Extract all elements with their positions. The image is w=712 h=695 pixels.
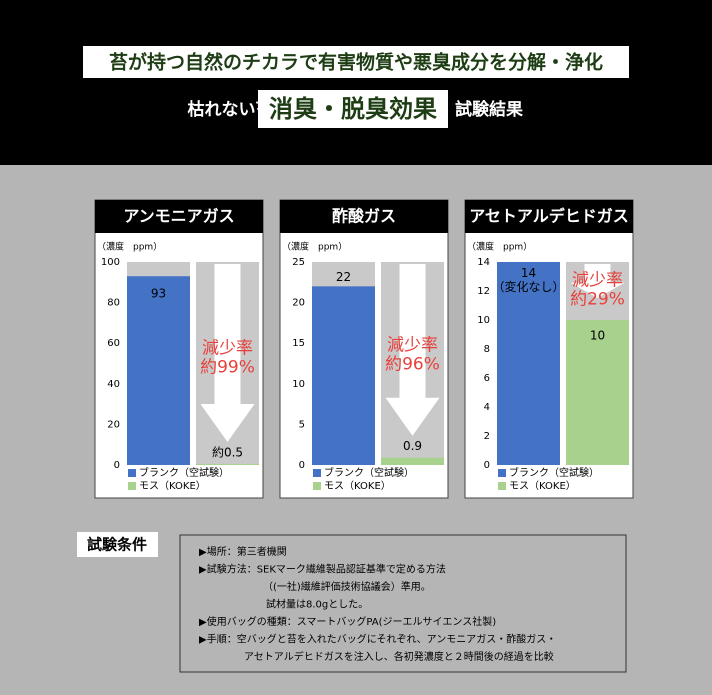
- condition-item: ▶場所：第三者機関: [199, 545, 287, 558]
- reduction-arrow: [200, 264, 255, 442]
- reduction-label: 減少率約99%: [200, 338, 255, 377]
- y-tick-label: 10: [292, 379, 305, 390]
- bar: [497, 262, 560, 465]
- legend-label: モス（KOKE）: [139, 480, 206, 492]
- y-tick-label: 5: [299, 419, 305, 430]
- y-tick-label: 0: [114, 460, 120, 471]
- y-tick-label: 10: [477, 315, 490, 326]
- panel-title: アセトアルデヒドガス: [469, 207, 629, 226]
- conditions-title: 試験条件: [87, 536, 147, 554]
- legend-swatch: [498, 482, 506, 490]
- legend-label: モス（KOKE）: [324, 480, 391, 492]
- legend-swatch: [128, 469, 136, 477]
- highlight-box: [258, 90, 448, 128]
- y-tick-label: 6: [484, 373, 490, 384]
- conditions-title-box: [77, 532, 158, 557]
- unit-label: （濃度 ppm）: [282, 241, 347, 253]
- reduction-arrow: [385, 264, 440, 436]
- bar: [566, 320, 629, 465]
- header-highlight: 消臭・脱臭効果: [269, 95, 437, 123]
- bar: [196, 463, 259, 465]
- y-tick-label: 0: [484, 460, 490, 471]
- value-label: 約0.5: [212, 444, 243, 459]
- reduction-label: 減少率約29%: [570, 271, 625, 310]
- legend-label: ブランク（空試験）: [509, 466, 599, 479]
- header-bg: [0, 0, 712, 165]
- value-label: 22: [336, 270, 351, 284]
- conditions-box: [179, 534, 627, 673]
- reduction-label: 減少率約96%: [385, 335, 440, 374]
- legend-swatch: [313, 469, 321, 477]
- panel-title-bg: [465, 200, 633, 233]
- legend-label: ブランク（空試験）: [139, 466, 229, 479]
- y-tick-label: 15: [292, 338, 305, 349]
- y-tick-label: 80: [107, 298, 120, 309]
- y-tick-label: 4: [484, 402, 490, 413]
- y-tick-label: 8: [484, 344, 490, 355]
- bar: [312, 286, 375, 465]
- bar: [381, 457, 444, 465]
- condition-continuation: 試材量は8.0gとした。: [266, 598, 368, 611]
- value-label: 93: [151, 287, 166, 301]
- value-label: 14 （変化なし）: [492, 266, 564, 294]
- y-tick-label: 0: [299, 460, 305, 471]
- panel-title: 酢酸ガス: [332, 207, 396, 226]
- unit-label: （濃度 ppm）: [97, 241, 162, 253]
- header-prefix: 枯れない苔: [188, 99, 273, 120]
- value-label: 0.9: [403, 439, 422, 453]
- y-tick-label: 14: [477, 257, 490, 268]
- reduction-arrow: [570, 264, 625, 298]
- headline-box: [83, 46, 629, 78]
- y-tick-label: 2: [484, 431, 490, 442]
- legend-swatch: [498, 469, 506, 477]
- panel-title-bg: [95, 200, 263, 233]
- condition-item: ▶手順：空バッグと苔を入れたバッグにそれぞれ、アンモニアガス・酢酸ガス・: [199, 633, 556, 646]
- y-tick-label: 40: [107, 379, 120, 390]
- condition-continuation: アセトアルデヒドガスを注入し、各初発濃度と２時間後の経過を比較: [244, 650, 554, 663]
- y-tick-label: 25: [292, 257, 305, 268]
- condition-item: ▶試験方法：SEKマーク繊維製品認証基準で定める方法: [199, 563, 446, 576]
- unit-label: （濃度 ppm）: [467, 241, 532, 253]
- legend-swatch: [313, 482, 321, 490]
- bar: [127, 276, 190, 465]
- legend-label: ブランク（空試験）: [324, 466, 414, 479]
- header-suffix: 試験結果: [455, 99, 523, 120]
- headline: 苔が持つ自然のチカラで有害物質や悪臭成分を分解・浄化: [109, 51, 603, 74]
- y-tick-label: 20: [292, 298, 305, 309]
- y-tick-label: 60: [107, 338, 120, 349]
- legend-label: モス（KOKE）: [509, 480, 576, 492]
- y-tick-label: 100: [101, 257, 120, 268]
- condition-continuation: （(一社)繊維評価技術協議会）準用。: [263, 580, 431, 593]
- legend-swatch: [128, 482, 136, 490]
- y-tick-label: 20: [107, 419, 120, 430]
- condition-item: ▶使用バッグの種類：スマートバッグPA(ジーエルサイエンス社製): [199, 615, 496, 628]
- y-tick-label: 12: [477, 286, 490, 297]
- value-label: 10: [590, 329, 605, 343]
- panel-title-bg: [280, 200, 448, 233]
- panel-title: アンモニアガス: [123, 207, 234, 226]
